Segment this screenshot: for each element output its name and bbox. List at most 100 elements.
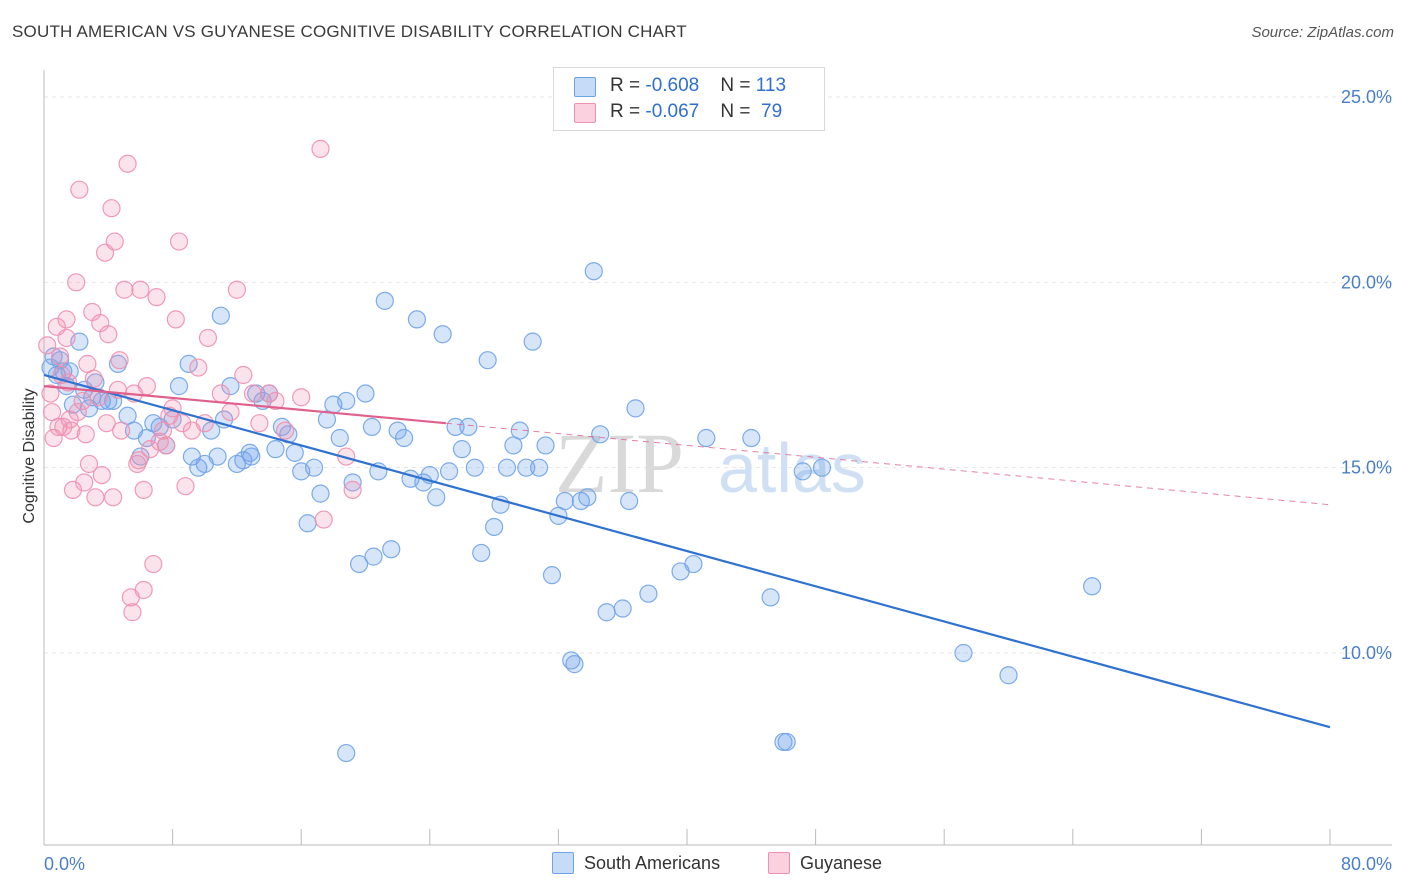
y-tick-label: 25.0% bbox=[1341, 87, 1392, 107]
data-point bbox=[298, 514, 317, 533]
regression-extension bbox=[445, 422, 1331, 506]
data-point bbox=[337, 391, 356, 411]
data-point bbox=[211, 384, 230, 403]
data-point bbox=[99, 325, 118, 344]
data-point bbox=[86, 488, 105, 507]
data-point bbox=[314, 510, 333, 529]
data-point bbox=[112, 421, 131, 440]
data-point bbox=[221, 402, 240, 422]
data-point bbox=[221, 377, 240, 396]
data-point bbox=[104, 488, 123, 507]
data-point bbox=[1082, 577, 1102, 596]
data-point bbox=[76, 425, 95, 444]
data-point bbox=[452, 440, 472, 459]
data-point bbox=[202, 421, 221, 440]
y-axis-label: Cognitive Disability bbox=[21, 388, 38, 523]
data-point bbox=[266, 391, 285, 411]
data-point bbox=[198, 328, 218, 348]
data-point bbox=[578, 488, 597, 507]
data-point bbox=[157, 436, 176, 455]
data-point bbox=[517, 458, 536, 477]
data-point bbox=[812, 458, 832, 477]
watermark-atlas: atlas bbox=[718, 429, 866, 507]
legend-swatch-pink bbox=[768, 852, 790, 874]
data-point bbox=[75, 473, 94, 492]
r-label: R = bbox=[610, 101, 646, 122]
data-point bbox=[388, 421, 407, 440]
data-point bbox=[777, 732, 796, 752]
data-point bbox=[523, 332, 542, 351]
data-point bbox=[89, 388, 108, 407]
data-point bbox=[137, 377, 156, 396]
data-point bbox=[999, 666, 1018, 685]
data-point bbox=[349, 554, 369, 574]
n-label: N = bbox=[720, 101, 756, 122]
data-point bbox=[144, 554, 163, 574]
data-point bbox=[337, 743, 356, 763]
data-point bbox=[234, 365, 253, 385]
data-point bbox=[472, 543, 491, 563]
data-point bbox=[92, 465, 111, 485]
data-point bbox=[38, 336, 57, 355]
data-point bbox=[761, 588, 780, 607]
data-point bbox=[179, 354, 198, 373]
data-point bbox=[565, 655, 584, 674]
data-point bbox=[497, 458, 517, 477]
data-point bbox=[123, 603, 142, 622]
data-point bbox=[211, 306, 230, 325]
data-point bbox=[227, 280, 246, 299]
data-point bbox=[259, 384, 279, 403]
chart-title: SOUTH AMERICAN VS GUYANESE COGNITIVE DIS… bbox=[12, 22, 687, 41]
data-point bbox=[176, 477, 195, 496]
data-point bbox=[105, 232, 124, 251]
r-value: -0.067 bbox=[645, 101, 700, 122]
source-credit: Source: ZipAtlas.com bbox=[1251, 24, 1394, 41]
data-point bbox=[375, 291, 394, 310]
data-point bbox=[131, 280, 150, 299]
data-point bbox=[343, 473, 362, 492]
data-point bbox=[697, 428, 716, 448]
legend-text-south-americans: R = -0.608 N = 113 bbox=[610, 75, 786, 97]
data-point bbox=[446, 417, 465, 436]
data-point bbox=[407, 310, 427, 329]
data-point bbox=[169, 377, 189, 396]
data-point bbox=[304, 458, 324, 477]
data-point bbox=[166, 310, 185, 329]
y-tick-label: 20.0% bbox=[1341, 272, 1392, 292]
data-point bbox=[57, 328, 76, 348]
data-point bbox=[742, 428, 761, 448]
data-point bbox=[311, 484, 330, 503]
data-point bbox=[311, 139, 330, 158]
data-point bbox=[78, 354, 97, 373]
data-point bbox=[364, 547, 383, 566]
data-point bbox=[613, 599, 632, 618]
n-value: 113 bbox=[755, 75, 787, 96]
regression-line bbox=[43, 385, 446, 425]
data-point bbox=[530, 458, 549, 477]
data-point bbox=[684, 554, 703, 574]
data-point bbox=[555, 491, 574, 511]
data-point bbox=[79, 454, 99, 474]
data-point bbox=[427, 488, 446, 507]
y-tick-label: 15.0% bbox=[1341, 458, 1392, 478]
data-point bbox=[102, 199, 121, 218]
data-point bbox=[129, 451, 148, 470]
data-point bbox=[41, 384, 60, 403]
data-point bbox=[134, 480, 153, 500]
data-point bbox=[292, 388, 311, 407]
watermark-zip: ZIP bbox=[555, 415, 684, 511]
r-label: R = bbox=[610, 75, 646, 96]
data-point bbox=[356, 384, 375, 403]
data-point bbox=[134, 580, 153, 600]
data-point bbox=[57, 310, 76, 329]
data-point bbox=[597, 603, 616, 622]
r-value: -0.608 bbox=[645, 75, 700, 96]
data-point bbox=[330, 428, 349, 448]
data-point bbox=[439, 462, 459, 481]
data-point bbox=[97, 414, 116, 433]
regression-line bbox=[43, 373, 1331, 729]
data-point bbox=[67, 273, 86, 292]
data-point bbox=[584, 262, 603, 281]
correlation-legend: R = -0.608 N = 113 R = -0.067 N = 79 bbox=[553, 67, 825, 131]
